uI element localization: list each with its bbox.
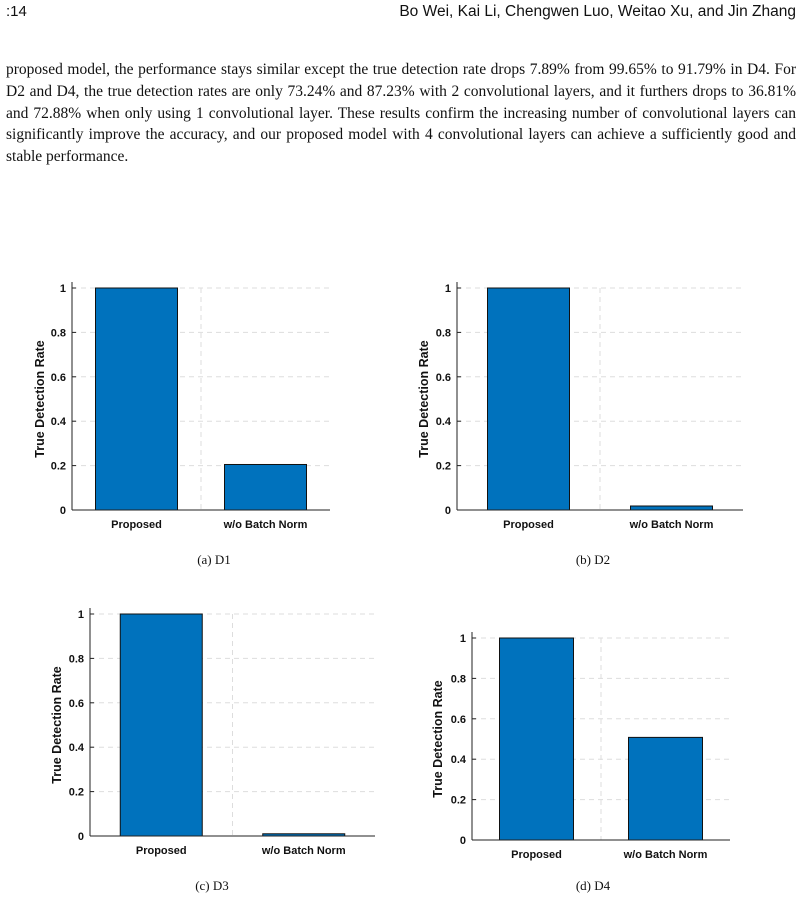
x-tick-label: w/o Batch Norm <box>623 849 708 861</box>
figure-d1: 0 0.2 0.4 0.6 0.8 1 Proposed w/o Batch Norm True… <box>0 270 400 570</box>
y-tick-label: 0.4 <box>436 416 452 428</box>
y-tick-label: 1 <box>460 633 466 645</box>
bar-chart-d1: 0 0.2 0.4 0.6 0.8 1 Proposed w/o Batch Norm True… <box>33 282 330 531</box>
x-tick-label: w/o Batch Norm <box>629 519 714 531</box>
x-tick-label: w/o Batch Norm <box>261 845 346 857</box>
page-header: :14 Bo Wei, Kai Li, Chengwen Luo, Weitao… <box>0 0 802 26</box>
y-tick-label: 1 <box>78 609 84 621</box>
y-tick-label: 1 <box>445 283 451 295</box>
bar-proposed <box>119 613 203 837</box>
y-axis-label: True Detection Rate <box>33 340 47 457</box>
x-tick-label: Proposed <box>511 849 562 861</box>
y-tick-label: 0 <box>78 831 84 843</box>
bar-wo-batch-norm <box>630 505 713 511</box>
bar-proposed <box>499 637 574 841</box>
y-tick-label: 0 <box>460 835 466 847</box>
y-tick-label: 0.6 <box>436 372 451 384</box>
figure-d3: 0 0.2 0.4 0.6 0.8 1 Proposed w/o Batch Norm True… <box>0 597 400 897</box>
caption-d3: (c) D3 <box>195 878 229 893</box>
y-tick-label: 0 <box>445 505 451 517</box>
y-tick-label: 0.2 <box>51 461 66 473</box>
y-tick-label: 1 <box>60 283 66 295</box>
y-tick-label: 0.4 <box>451 754 467 766</box>
caption-d2: (b) D2 <box>575 552 611 567</box>
y-tick-label: 0.6 <box>69 698 84 710</box>
y-tick-label: 0.2 <box>436 461 451 473</box>
caption-d1: (a) D1 <box>197 552 231 567</box>
y-tick-label: 0.8 <box>69 653 84 665</box>
bar-chart-d3: 0 0.2 0.4 0.6 0.8 1 Proposed w/o Batch Norm True… <box>50 608 375 857</box>
y-axis-label: True Detection Rate <box>417 340 431 457</box>
caption-d4: (d) D4 <box>575 878 611 893</box>
bar-chart-d2: 0 0.2 0.4 0.6 0.8 1 Proposed w/o Batch Norm True… <box>417 282 743 531</box>
y-axis-label: True Detection Rate <box>431 680 445 797</box>
figure-d2: 0 0.2 0.4 0.6 0.8 1 Proposed w/o Batch Norm True… <box>400 270 800 570</box>
y-tick-label: 0.2 <box>69 787 84 799</box>
bar-proposed <box>487 287 570 511</box>
y-tick-label: 0.6 <box>451 714 466 726</box>
x-tick-label: Proposed <box>503 519 554 531</box>
figure-d4: 0 0.2 0.4 0.6 0.8 1 Proposed w/o Batch Norm True… <box>400 597 800 897</box>
x-tick-label: Proposed <box>111 519 162 531</box>
bar-wo-batch-norm <box>224 463 307 511</box>
y-tick-label: 0 <box>60 505 66 517</box>
page-number: :14 <box>6 3 27 20</box>
bar-chart-d4: 0 0.2 0.4 0.6 0.8 1 Proposed w/o Batch Norm True… <box>431 632 730 861</box>
bar-proposed <box>95 287 178 511</box>
y-tick-label: 0.4 <box>51 416 67 428</box>
y-tick-label: 0.6 <box>51 372 66 384</box>
y-axis-label: True Detection Rate <box>50 666 64 783</box>
body-paragraph: proposed model, the performance stays si… <box>6 61 796 166</box>
x-tick-label: Proposed <box>136 845 187 857</box>
running-authors: Bo Wei, Kai Li, Chengwen Luo, Weitao Xu,… <box>399 3 796 20</box>
y-tick-label: 0.8 <box>51 327 66 339</box>
bar-wo-batch-norm <box>628 736 703 841</box>
y-tick-label: 0.8 <box>436 327 451 339</box>
y-tick-label: 0.4 <box>69 742 85 754</box>
x-tick-label: w/o Batch Norm <box>223 519 308 531</box>
y-tick-label: 0.8 <box>451 673 466 685</box>
y-tick-label: 0.2 <box>451 795 466 807</box>
